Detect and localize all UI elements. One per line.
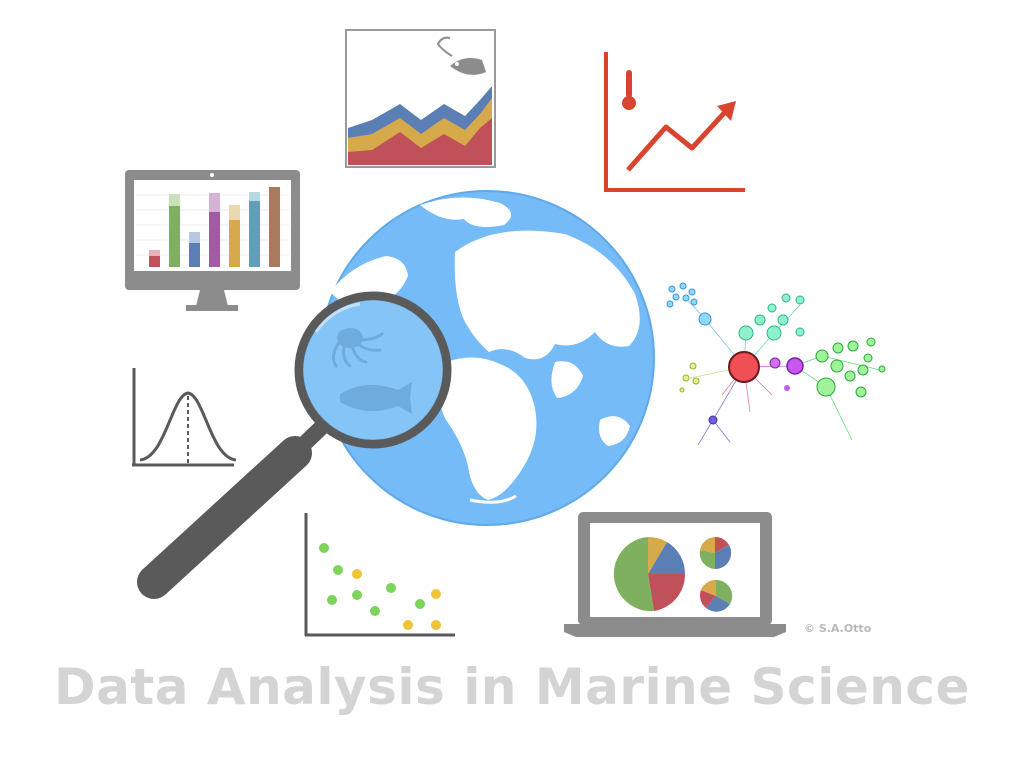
temperature-trend-icon [604,52,745,192]
normal-distribution-icon [132,368,237,467]
scatter-plot-icon [304,513,455,637]
network-graph-icon [666,282,886,446]
monitor-bar-chart-icon [125,170,300,311]
fish-hook-icon [436,36,486,75]
page-title: Data Analysis in Marine Science [54,658,970,716]
stacked-area-fish-icon [345,29,496,168]
copyright-credit: © S.A.Otto [804,622,872,635]
magnifying-glass-icon [137,291,452,599]
fish-icon [340,382,412,414]
octopus-icon [331,328,384,368]
laptop-pie-chart-icon [564,512,786,637]
